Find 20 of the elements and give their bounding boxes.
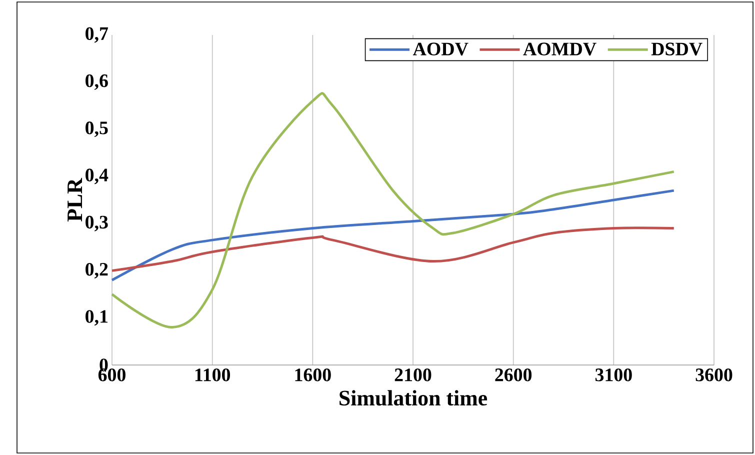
x-tick-label: 1100 — [195, 368, 230, 382]
x-tick-label: 2600 — [495, 368, 532, 382]
x-tick-label: 2100 — [394, 368, 432, 382]
line-series — [110, 189, 676, 282]
line-series — [110, 226, 676, 272]
x-tick-label: 1600 — [295, 368, 331, 382]
legend-label: DSDV — [651, 42, 702, 56]
y-axis-title: PLR — [68, 178, 82, 222]
y-tick-label: 0,5 — [86, 122, 108, 138]
x-tick-label: 3100 — [595, 368, 632, 382]
y-tick-label: 0,3 — [86, 216, 108, 232]
y-tick-label: 0,1 — [86, 310, 108, 326]
x-tick-label: 3600 — [696, 368, 732, 382]
y-tick-label: 0,6 — [86, 74, 108, 90]
y-tick-label: 0,2 — [86, 262, 108, 278]
legend-label: AODV — [412, 42, 468, 56]
y-tick-label: 0,7 — [86, 27, 108, 43]
y-tick-label: 0,4 — [86, 168, 108, 184]
x-axis-title: Simulation time — [340, 390, 488, 406]
legend-label: AOMDV — [523, 42, 596, 56]
